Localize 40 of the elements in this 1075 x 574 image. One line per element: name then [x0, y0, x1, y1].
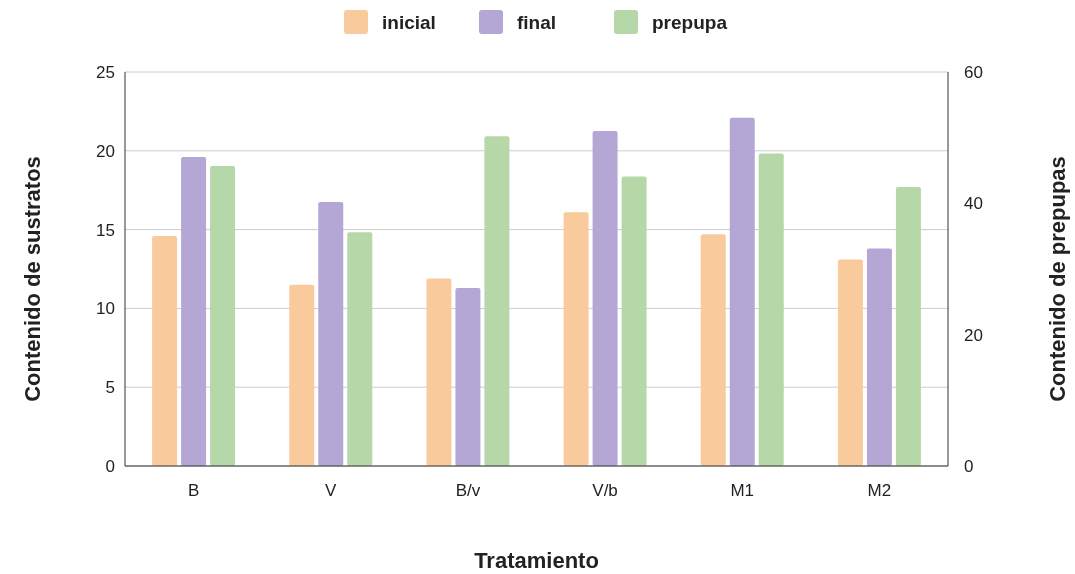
bar	[455, 287, 481, 466]
y2-tick-label: 40	[964, 194, 983, 214]
y2-axis-title: Contenido de prepupas	[1045, 156, 1070, 402]
x-tick-label: V	[325, 481, 338, 500]
x-tick-label: M2	[867, 481, 892, 500]
y2-tick-label: 20	[964, 325, 983, 345]
y-tick-label: 15	[96, 220, 115, 240]
x-axis-title: Tratamiento	[474, 548, 599, 573]
x-tick-label: B	[187, 481, 200, 500]
x-tick-label: V/b	[592, 481, 618, 500]
bar	[621, 176, 647, 466]
bar	[484, 136, 510, 466]
y-tick-label: 10	[96, 299, 115, 319]
bar	[700, 234, 726, 466]
y2-tick-label: 0	[964, 456, 974, 476]
y-tick-label: 0	[105, 456, 115, 476]
bar	[347, 232, 373, 466]
x-tick-label: B/v	[455, 481, 481, 500]
y2-tick-label: 60	[964, 62, 983, 82]
legend-label: inicial	[382, 11, 436, 33]
bar	[318, 202, 344, 466]
bar	[895, 186, 921, 466]
bar	[152, 235, 178, 466]
bar	[758, 153, 784, 466]
y-tick-label: 25	[96, 62, 115, 82]
bar	[729, 117, 755, 466]
bar	[866, 248, 892, 466]
bar	[592, 131, 618, 466]
bar	[837, 259, 863, 466]
x-tick-label: M1	[730, 481, 755, 500]
legend-label: final	[517, 11, 557, 33]
y-axis-title: Contenido de sustratos	[20, 156, 45, 402]
bar	[210, 165, 236, 466]
bar	[426, 278, 452, 466]
bar	[181, 157, 207, 466]
y-tick-label: 20	[96, 141, 115, 161]
y-tick-label: 5	[105, 378, 115, 398]
legend-label: prepupa	[652, 11, 728, 33]
bar	[289, 284, 315, 466]
bar	[563, 212, 589, 466]
